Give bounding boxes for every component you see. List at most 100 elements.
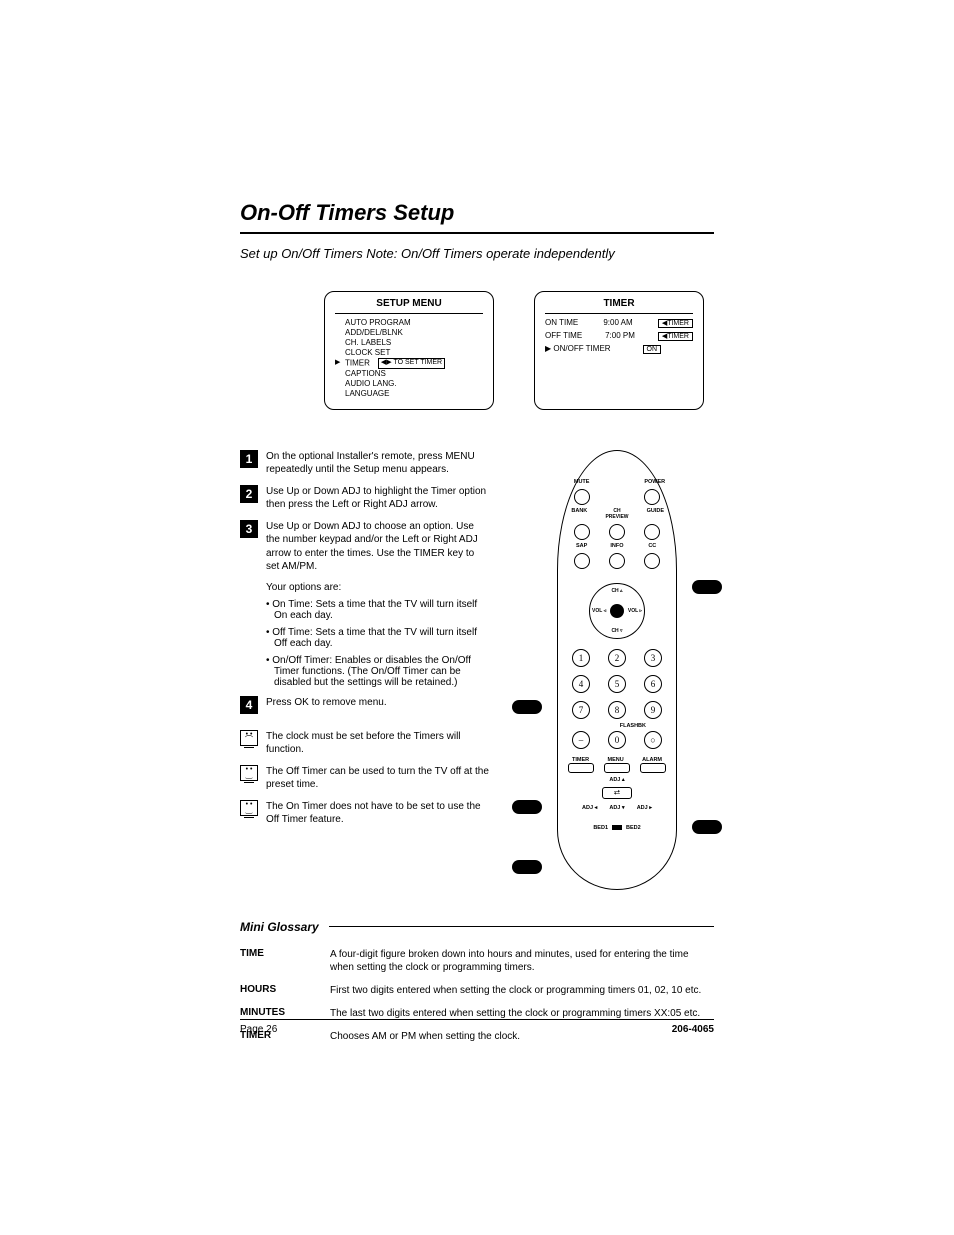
vol-left-label: VOL ◃ — [592, 608, 606, 614]
glossary-header: Mini Glossary — [240, 920, 714, 934]
tip: • •⌒The clock must be set before the Tim… — [240, 730, 490, 757]
glossary-definition: The last two digits entered when setting… — [330, 1007, 714, 1020]
remote-area: MUTE POWER BANK CH PREVIEW GUIDE — [520, 450, 714, 890]
callout-pill — [512, 860, 542, 874]
alarm-button[interactable] — [640, 763, 666, 773]
remote-label-row: SAP INFO CC — [564, 543, 670, 549]
alarm-label: ALARM — [642, 757, 662, 763]
step-text: Use Up or Down ADJ to highlight the Time… — [266, 485, 490, 512]
ch-preview-label: CH PREVIEW — [602, 508, 632, 520]
bottom-button-row — [568, 763, 666, 773]
callout-pill — [512, 700, 542, 714]
sap-button[interactable] — [574, 553, 590, 569]
step-text: On the optional Installer's remote, pres… — [266, 450, 490, 477]
keypad-button-5[interactable]: 5 — [608, 675, 626, 693]
options-block: Your options are: On Time: Sets a time t… — [266, 582, 490, 688]
remote-label-row: MUTE POWER — [564, 479, 670, 485]
step: 2Use Up or Down ADJ to highlight the Tim… — [240, 485, 490, 512]
vol-right-label: VOL ▹ — [628, 608, 642, 614]
tip-text: The On Timer does not have to be set to … — [266, 800, 490, 827]
mute-button[interactable] — [574, 489, 590, 505]
tip: • •‿ The Off Timer can be used to turn th… — [240, 765, 490, 792]
keypad: 123 456 789 FLASHBK –0 ○ — [572, 649, 662, 749]
glossary-row: TIMEA four-digit figure broken down into… — [240, 948, 714, 974]
callout-pill — [512, 800, 542, 814]
keypad-button-6[interactable]: 6 — [644, 675, 662, 693]
step-number: 1 — [240, 450, 258, 468]
keypad-button-–[interactable]: – — [572, 731, 590, 749]
sad-face-icon: • •⌒ — [240, 730, 258, 746]
ch-up-label: CH ▵ — [611, 588, 622, 594]
tip: • •‿ The On Timer does not have to be set… — [240, 800, 490, 827]
step-number: 4 — [240, 696, 258, 714]
step-number: 3 — [240, 520, 258, 538]
menu-button[interactable] — [604, 763, 630, 773]
bottom-label-row: TIMER MENU ALARM — [572, 757, 662, 763]
page-title: On-Off Timers Setup — [240, 200, 714, 226]
timer-menu-box: TIMER ON TIME9:00 AM◀TIMEROFF TIME7:00 P… — [534, 291, 704, 410]
timer-button[interactable] — [568, 763, 594, 773]
option-bullet: On Time: Sets a time that the TV will tu… — [274, 599, 490, 621]
adj-center-button[interactable]: ⮂ — [602, 787, 632, 799]
body-row: 1 On the optional Installer's remote, pre… — [240, 450, 714, 890]
step: 1 On the optional Installer's remote, pre… — [240, 450, 490, 477]
setup-menu-item: LANGUAGE — [335, 389, 483, 399]
info-label: INFO — [609, 543, 625, 549]
timer-row-value: 9:00 AM — [603, 318, 632, 327]
bank-label: BANK — [571, 508, 587, 520]
power-button[interactable] — [644, 489, 660, 505]
instructions: 1 On the optional Installer's remote, pre… — [240, 450, 490, 890]
adj-right-label: ADJ ▸ — [637, 805, 652, 811]
dpad-center[interactable] — [610, 604, 624, 618]
happy-face-icon: • •‿ — [240, 765, 258, 781]
cc-button[interactable] — [644, 553, 660, 569]
setup-menu-item: AUDIO LANG. — [335, 379, 483, 389]
setup-menu-item: AUTO PROGRAM — [335, 318, 483, 328]
timer-row-label: OFF TIME — [545, 331, 582, 340]
page: On-Off Timers Setup Set up On/Off Timers… — [0, 0, 954, 1235]
step-text: Press OK to remove menu. — [266, 696, 490, 714]
timer-row-value: ON — [643, 344, 662, 353]
happy-face-icon: • •‿ — [240, 800, 258, 816]
keypad-button-○[interactable]: ○ — [644, 731, 662, 749]
power-label: POWER — [644, 479, 660, 485]
keypad-button-0[interactable]: 0 — [608, 731, 626, 749]
guide-button[interactable] — [644, 524, 660, 540]
keypad-row: 456 — [572, 675, 662, 693]
remote-label-row: BANK CH PREVIEW GUIDE — [564, 508, 670, 520]
setup-menu-box: SETUP MENU AUTO PROGRAMADD/DEL/BLNKCH. L… — [324, 291, 494, 410]
keypad-button-4[interactable]: 4 — [572, 675, 590, 693]
option-bullet: Off Time: Sets a time that the TV will t… — [274, 627, 490, 649]
adj-cross: ADJ ▴ ⮂ ADJ ◂ ADJ ▾ ADJ ▸ — [582, 779, 652, 819]
bed-row: BED1 BED2 — [568, 825, 666, 831]
keypad-button-9[interactable]: 9 — [644, 701, 662, 719]
timer-menu-row: ON TIME9:00 AM◀TIMER — [545, 318, 693, 327]
callout-pill — [692, 820, 722, 834]
keypad-button-2[interactable]: 2 — [608, 649, 626, 667]
setup-menu-item: ADD/DEL/BLNK — [335, 328, 483, 338]
keypad-row: 789 — [572, 701, 662, 719]
bank-button[interactable] — [574, 524, 590, 540]
title-rule — [240, 232, 714, 234]
callout-pill — [692, 580, 722, 594]
dpad[interactable]: CH ▵ CH ▿ VOL ◃ VOL ▹ — [589, 583, 645, 639]
keypad-button-8[interactable]: 8 — [608, 701, 626, 719]
timer-key-box: ◀TIMER — [658, 332, 693, 341]
options-intro: Your options are: — [266, 582, 490, 593]
glossary-definition: First two digits entered when setting th… — [330, 984, 714, 997]
timer-menu-row: OFF TIME7:00 PM◀TIMER — [545, 331, 693, 340]
tip-text: The Off Timer can be used to turn the TV… — [266, 765, 490, 792]
keypad-button-3[interactable]: 3 — [644, 649, 662, 667]
keypad-button-7[interactable]: 7 — [572, 701, 590, 719]
bed-switch[interactable] — [612, 825, 622, 830]
glossary-title: Mini Glossary — [240, 920, 319, 934]
keypad-button-1[interactable]: 1 — [572, 649, 590, 667]
flashbk-label: FLASHBK — [572, 723, 646, 729]
ch-preview-button[interactable] — [609, 524, 625, 540]
page-number: Page 26 — [240, 1024, 277, 1035]
timer-value-box: ON — [643, 345, 662, 354]
tips-block: • •⌒The clock must be set before the Tim… — [240, 730, 490, 827]
glossary-definition: A four-digit figure broken down into hou… — [330, 948, 714, 974]
keypad-row: 123 — [572, 649, 662, 667]
info-button[interactable] — [609, 553, 625, 569]
